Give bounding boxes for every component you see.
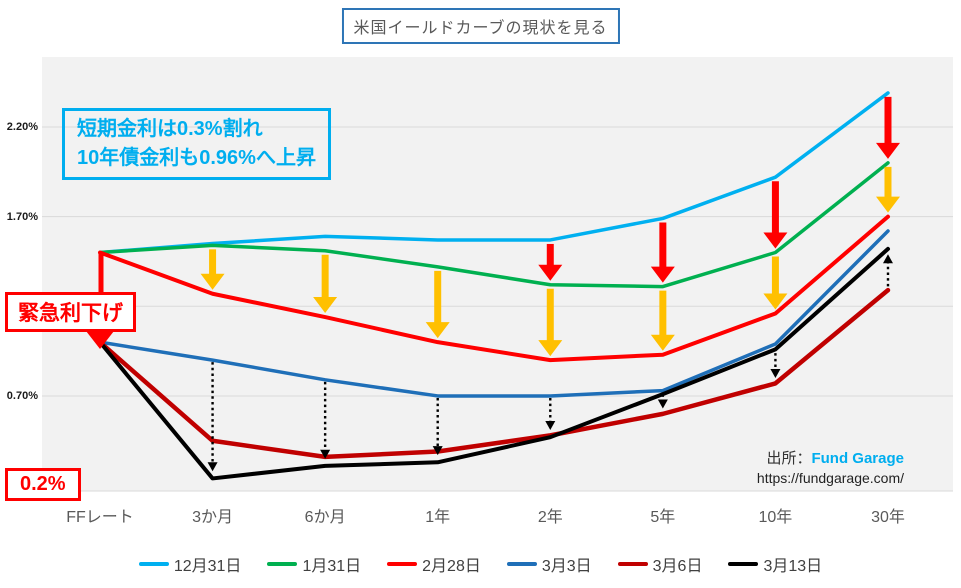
emergency-rate-cut-callout: 緊急利下げ xyxy=(5,292,136,332)
legend-swatch-icon xyxy=(506,562,537,566)
annotation-line-2: 10年債金利も0.96%へ上昇 xyxy=(77,147,316,169)
x-axis-label: 10年 xyxy=(758,509,793,526)
x-axis-label: 3か月 xyxy=(192,509,234,526)
series-line-12月31日 xyxy=(98,91,890,255)
legend-label: 3月3日 xyxy=(541,558,592,575)
legend-item: 3月6日 xyxy=(617,552,703,576)
legend-swatch-icon xyxy=(267,562,298,566)
legend-item: 2月28日 xyxy=(387,552,481,576)
source-brand: Fund Garage xyxy=(811,450,904,467)
yellow-arrow-head-icon xyxy=(313,297,338,314)
y-axis-label: 0.70% xyxy=(6,389,38,402)
source-attribution: 出所：Fund Garage https://fundgarage.com/ xyxy=(703,447,908,486)
rates-annotation: 短期金利は0.3%割れ 10年債金利も0.96%へ上昇 xyxy=(62,108,331,180)
dotted-arrow-head-icon xyxy=(320,449,331,459)
chart-title: 米国イールドカーブの現状を見る xyxy=(341,8,620,44)
dotted-arrow-head-icon xyxy=(657,399,668,409)
legend-label: 3月13日 xyxy=(763,558,823,575)
series-line-3月3日 xyxy=(98,229,890,398)
source-url: https://fundgarage.com/ xyxy=(756,470,904,486)
source-prefix: 出所： xyxy=(766,450,812,467)
dotted-arrow-head-icon xyxy=(770,369,781,379)
series-line-1月31日 xyxy=(98,161,890,289)
dotted-arrow-head-icon xyxy=(432,446,443,456)
source-line: 出所：Fund Garage xyxy=(703,447,908,468)
x-axis-label: 30年 xyxy=(871,509,905,526)
legend-swatch-icon xyxy=(617,562,648,566)
red-arrow-head-icon xyxy=(763,232,788,249)
x-axis-label: 1年 xyxy=(425,509,451,526)
dotted-arrow-head-icon xyxy=(545,421,556,431)
x-axis-label: 6か月 xyxy=(304,509,346,526)
x-axis-label: FFレート xyxy=(66,509,134,526)
yellow-arrow-head-icon xyxy=(200,273,225,290)
legend-label: 1月31日 xyxy=(302,558,362,575)
red-arrow-head-icon xyxy=(538,264,563,281)
callout-pointer-icon xyxy=(86,331,114,349)
legend-item: 12月31日 xyxy=(138,552,242,576)
x-axis-label: 2年 xyxy=(537,509,563,526)
legend-label: 2月28日 xyxy=(422,558,481,575)
legend-item: 3月13日 xyxy=(728,552,822,576)
y-axis-label: 1.70% xyxy=(6,210,38,223)
legend-swatch-icon xyxy=(387,562,418,566)
series-line-2月28日 xyxy=(98,214,890,363)
y-axis-label: 2.20% xyxy=(6,121,38,133)
yellow-arrow-head-icon xyxy=(763,293,788,310)
yellow-arrow-head-icon xyxy=(425,322,450,339)
legend-item: 3月3日 xyxy=(506,552,592,576)
legend-label: 12月31日 xyxy=(173,558,242,575)
legend-item: 1月31日 xyxy=(267,552,361,576)
red-arrow-head-icon xyxy=(875,142,900,159)
x-axis-label: 5年 xyxy=(650,509,676,526)
series-line-3月6日 xyxy=(97,287,891,460)
yellow-arrow-head-icon xyxy=(538,340,563,357)
annotation-line-1: 短期金利は0.3%割れ xyxy=(77,118,263,140)
series-line-3月13日 xyxy=(98,246,890,481)
plot-area xyxy=(42,57,953,491)
chart-legend: 12月31日 1月31日 2月28日 3月3日 3月6日 3月13日 xyxy=(0,552,961,576)
yellow-arrow-head-icon xyxy=(650,334,675,351)
legend-swatch-icon xyxy=(138,562,169,566)
low-rate-callout: 0.2% xyxy=(5,468,81,501)
dotted-arrow-head-icon xyxy=(207,462,218,472)
yellow-arrow-head-icon xyxy=(875,196,900,213)
legend-swatch-icon xyxy=(728,562,759,566)
legend-label: 3月6日 xyxy=(652,558,703,575)
red-arrow-head-icon xyxy=(650,266,675,283)
dotted-arrow-head-icon xyxy=(882,254,893,264)
